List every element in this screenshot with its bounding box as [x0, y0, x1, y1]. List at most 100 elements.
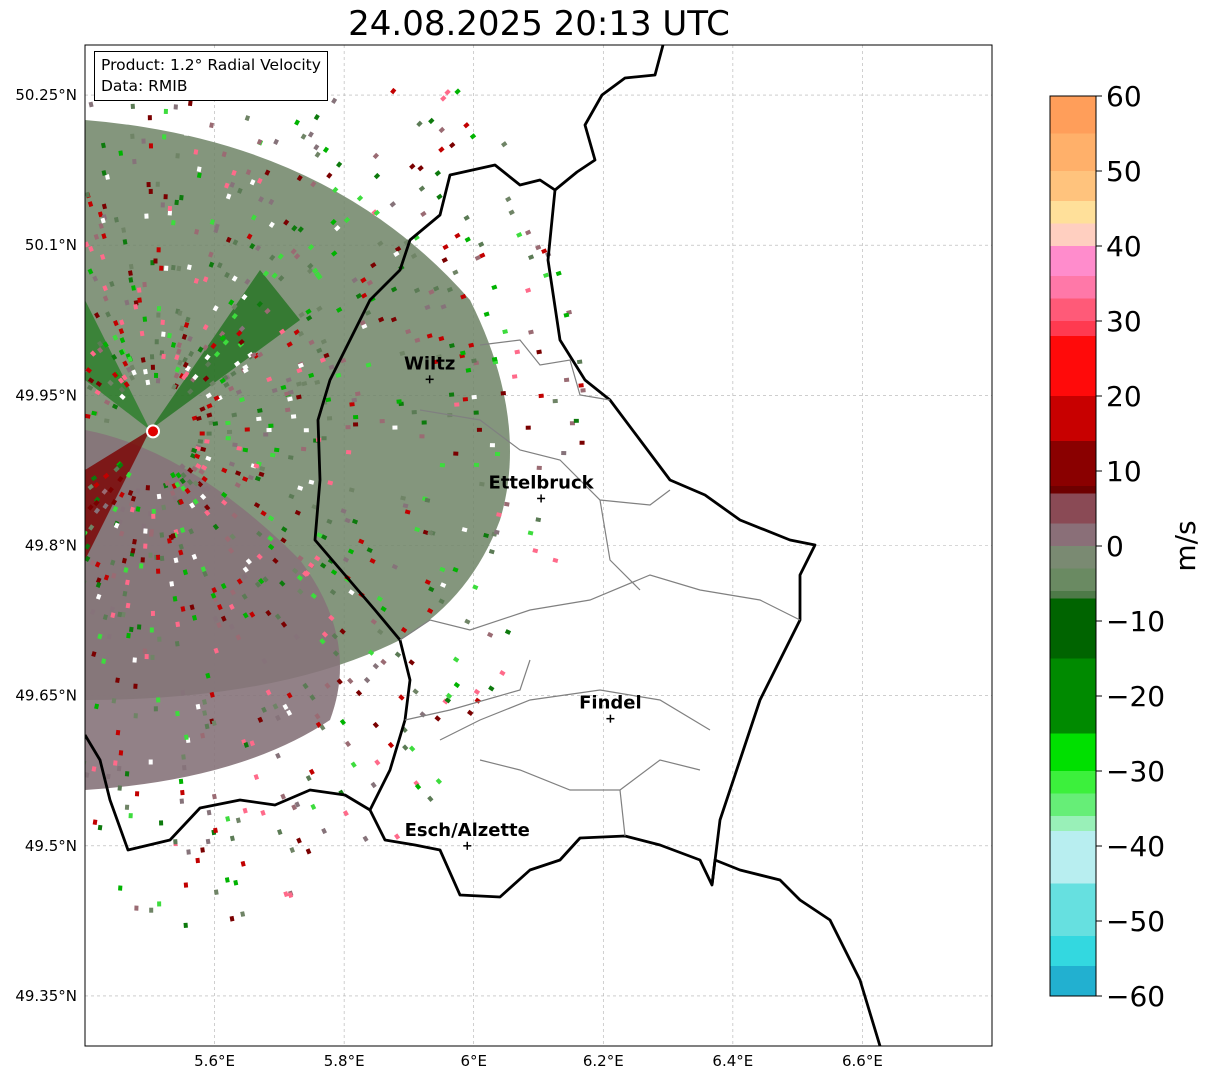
echo-speckle [136, 624, 142, 630]
echo-speckle [376, 628, 384, 636]
echo-speckle [127, 356, 133, 363]
echo-speckle [414, 337, 421, 343]
echo-speckle [242, 364, 249, 371]
echo-speckle [280, 537, 287, 544]
echo-speckle [127, 489, 134, 496]
colorbar-segment [1050, 246, 1096, 277]
echo-speckle [101, 233, 107, 240]
echo-speckle [97, 633, 103, 640]
echo-speckle [373, 209, 380, 217]
echo-speckle [273, 138, 279, 145]
echo-speckle [326, 416, 333, 421]
echo-speckle [296, 174, 303, 182]
echo-speckle [205, 392, 212, 399]
echo-speckle [265, 689, 272, 696]
echo-speckle [280, 793, 286, 800]
echo-speckle [303, 428, 309, 433]
echo-speckle [569, 421, 575, 426]
echo-speckle [225, 236, 232, 243]
echo-speckle [209, 219, 215, 225]
radar-site-marker[interactable] [146, 424, 161, 439]
echo-speckle [173, 557, 179, 564]
echo-speckle [134, 791, 140, 797]
echo-speckle [163, 194, 168, 200]
echo-speckle [164, 480, 170, 487]
echo-speckle [321, 534, 328, 541]
echo-speckle [118, 328, 125, 335]
echo-speckle [103, 418, 110, 424]
echo-speckle [181, 333, 188, 340]
echo-speckle [307, 267, 314, 274]
echo-speckle [112, 334, 119, 341]
echo-speckle [229, 181, 235, 188]
echo-speckle [426, 333, 433, 339]
echo-speckle [157, 636, 162, 642]
echo-speckle [260, 809, 266, 816]
echo-speckle [548, 470, 555, 475]
echo-speckle [298, 311, 305, 318]
echo-speckle [448, 343, 455, 349]
echo-speckle [195, 462, 202, 470]
colorbar-segment [1050, 771, 1096, 794]
echo-speckle [563, 377, 570, 383]
echo-speckle [156, 247, 161, 253]
echo-speckle [171, 383, 177, 390]
echo-speckle [213, 395, 220, 401]
echo-speckle [308, 372, 315, 379]
colorbar-segment [1050, 658, 1096, 734]
echo-speckle [120, 611, 126, 618]
echo-speckle [243, 741, 249, 748]
echo-speckle [225, 420, 231, 426]
echo-speckle [87, 483, 94, 491]
echo-speckle [263, 432, 269, 437]
echo-speckle [320, 338, 327, 345]
echo-speckle [399, 350, 406, 356]
echo-speckle [111, 697, 117, 704]
echo-speckle [452, 269, 459, 276]
echo-speckle [256, 530, 263, 538]
echo-speckle [527, 254, 535, 261]
echo-speckle [236, 330, 243, 337]
echo-speckle [184, 734, 189, 741]
echo-speckle [229, 533, 236, 540]
echo-speckle [444, 89, 451, 96]
echo-speckle [220, 615, 227, 622]
echo-speckle [491, 356, 498, 362]
colorbar-segment [1050, 523, 1096, 547]
echo-speckle [332, 650, 340, 657]
colorbar-tick-label: 40 [1106, 230, 1142, 263]
colorbar-unit-label: m/s [1169, 520, 1202, 571]
echo-speckle [421, 420, 427, 425]
echo-speckle [119, 319, 125, 326]
echo-speckle [121, 557, 127, 564]
echo-speckle [91, 766, 97, 772]
echo-speckle [561, 451, 567, 456]
echo-speckle [463, 214, 470, 221]
echo-speckle [88, 524, 95, 531]
echo-speckle [413, 234, 420, 241]
echo-speckle [181, 754, 186, 760]
colorbar-tick-label: 0 [1106, 530, 1124, 563]
echo-speckle [148, 552, 153, 558]
echo-speckle [189, 502, 196, 509]
echo-speckle [297, 226, 304, 233]
echo-speckle [178, 498, 184, 506]
echo-speckle [209, 691, 215, 698]
echo-speckle [468, 342, 475, 348]
colorbar-segment [1050, 96, 1096, 134]
echo-speckle [186, 849, 191, 855]
echo-speckle [350, 761, 357, 768]
echo-speckle [92, 275, 99, 282]
echo-speckle [339, 628, 346, 635]
echo-speckle [499, 670, 506, 677]
echo-speckle [119, 530, 125, 537]
echo-speckle [105, 773, 111, 780]
echo-speckle [441, 257, 448, 263]
echo-speckle [348, 589, 355, 596]
echo-speckle [206, 431, 212, 436]
echo-speckle [525, 287, 532, 294]
echo-speckle [94, 561, 101, 568]
echo-speckle [228, 299, 235, 306]
echo-speckle [85, 772, 90, 778]
